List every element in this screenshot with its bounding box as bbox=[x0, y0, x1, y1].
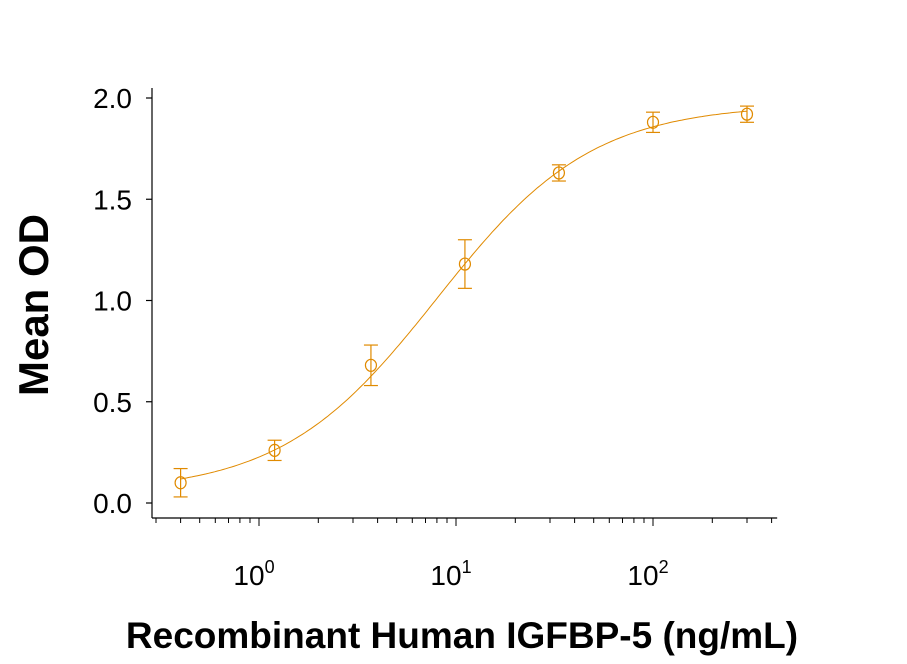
y-tick-label: 2.0 bbox=[93, 83, 132, 114]
x-tick-label: 102 bbox=[627, 557, 668, 591]
y-tick-label: 1.0 bbox=[93, 286, 132, 317]
x-tick-exponent: 2 bbox=[659, 557, 669, 577]
data-point bbox=[646, 115, 660, 129]
y-axis-label: Mean OD bbox=[10, 214, 57, 396]
y-tick-label: 0.5 bbox=[93, 387, 132, 418]
marks bbox=[173, 105, 754, 498]
y-tick-label: 0.0 bbox=[93, 488, 132, 519]
data-point bbox=[174, 476, 187, 490]
data-point bbox=[458, 257, 472, 271]
x-tick-exponent: 1 bbox=[462, 557, 472, 577]
x-axis-label: Recombinant Human IGFBP-5 (ng/mL) bbox=[126, 615, 798, 656]
y-tick-label: 1.5 bbox=[93, 184, 132, 215]
x-tick-exponent: 0 bbox=[265, 557, 275, 577]
x-tick-label: 100 bbox=[233, 557, 274, 591]
data-point bbox=[552, 166, 566, 180]
x-tick-label: 101 bbox=[430, 557, 471, 591]
data-point bbox=[364, 358, 378, 372]
fit-curve bbox=[180, 110, 748, 480]
data-point bbox=[740, 107, 754, 121]
data-point bbox=[268, 443, 281, 457]
